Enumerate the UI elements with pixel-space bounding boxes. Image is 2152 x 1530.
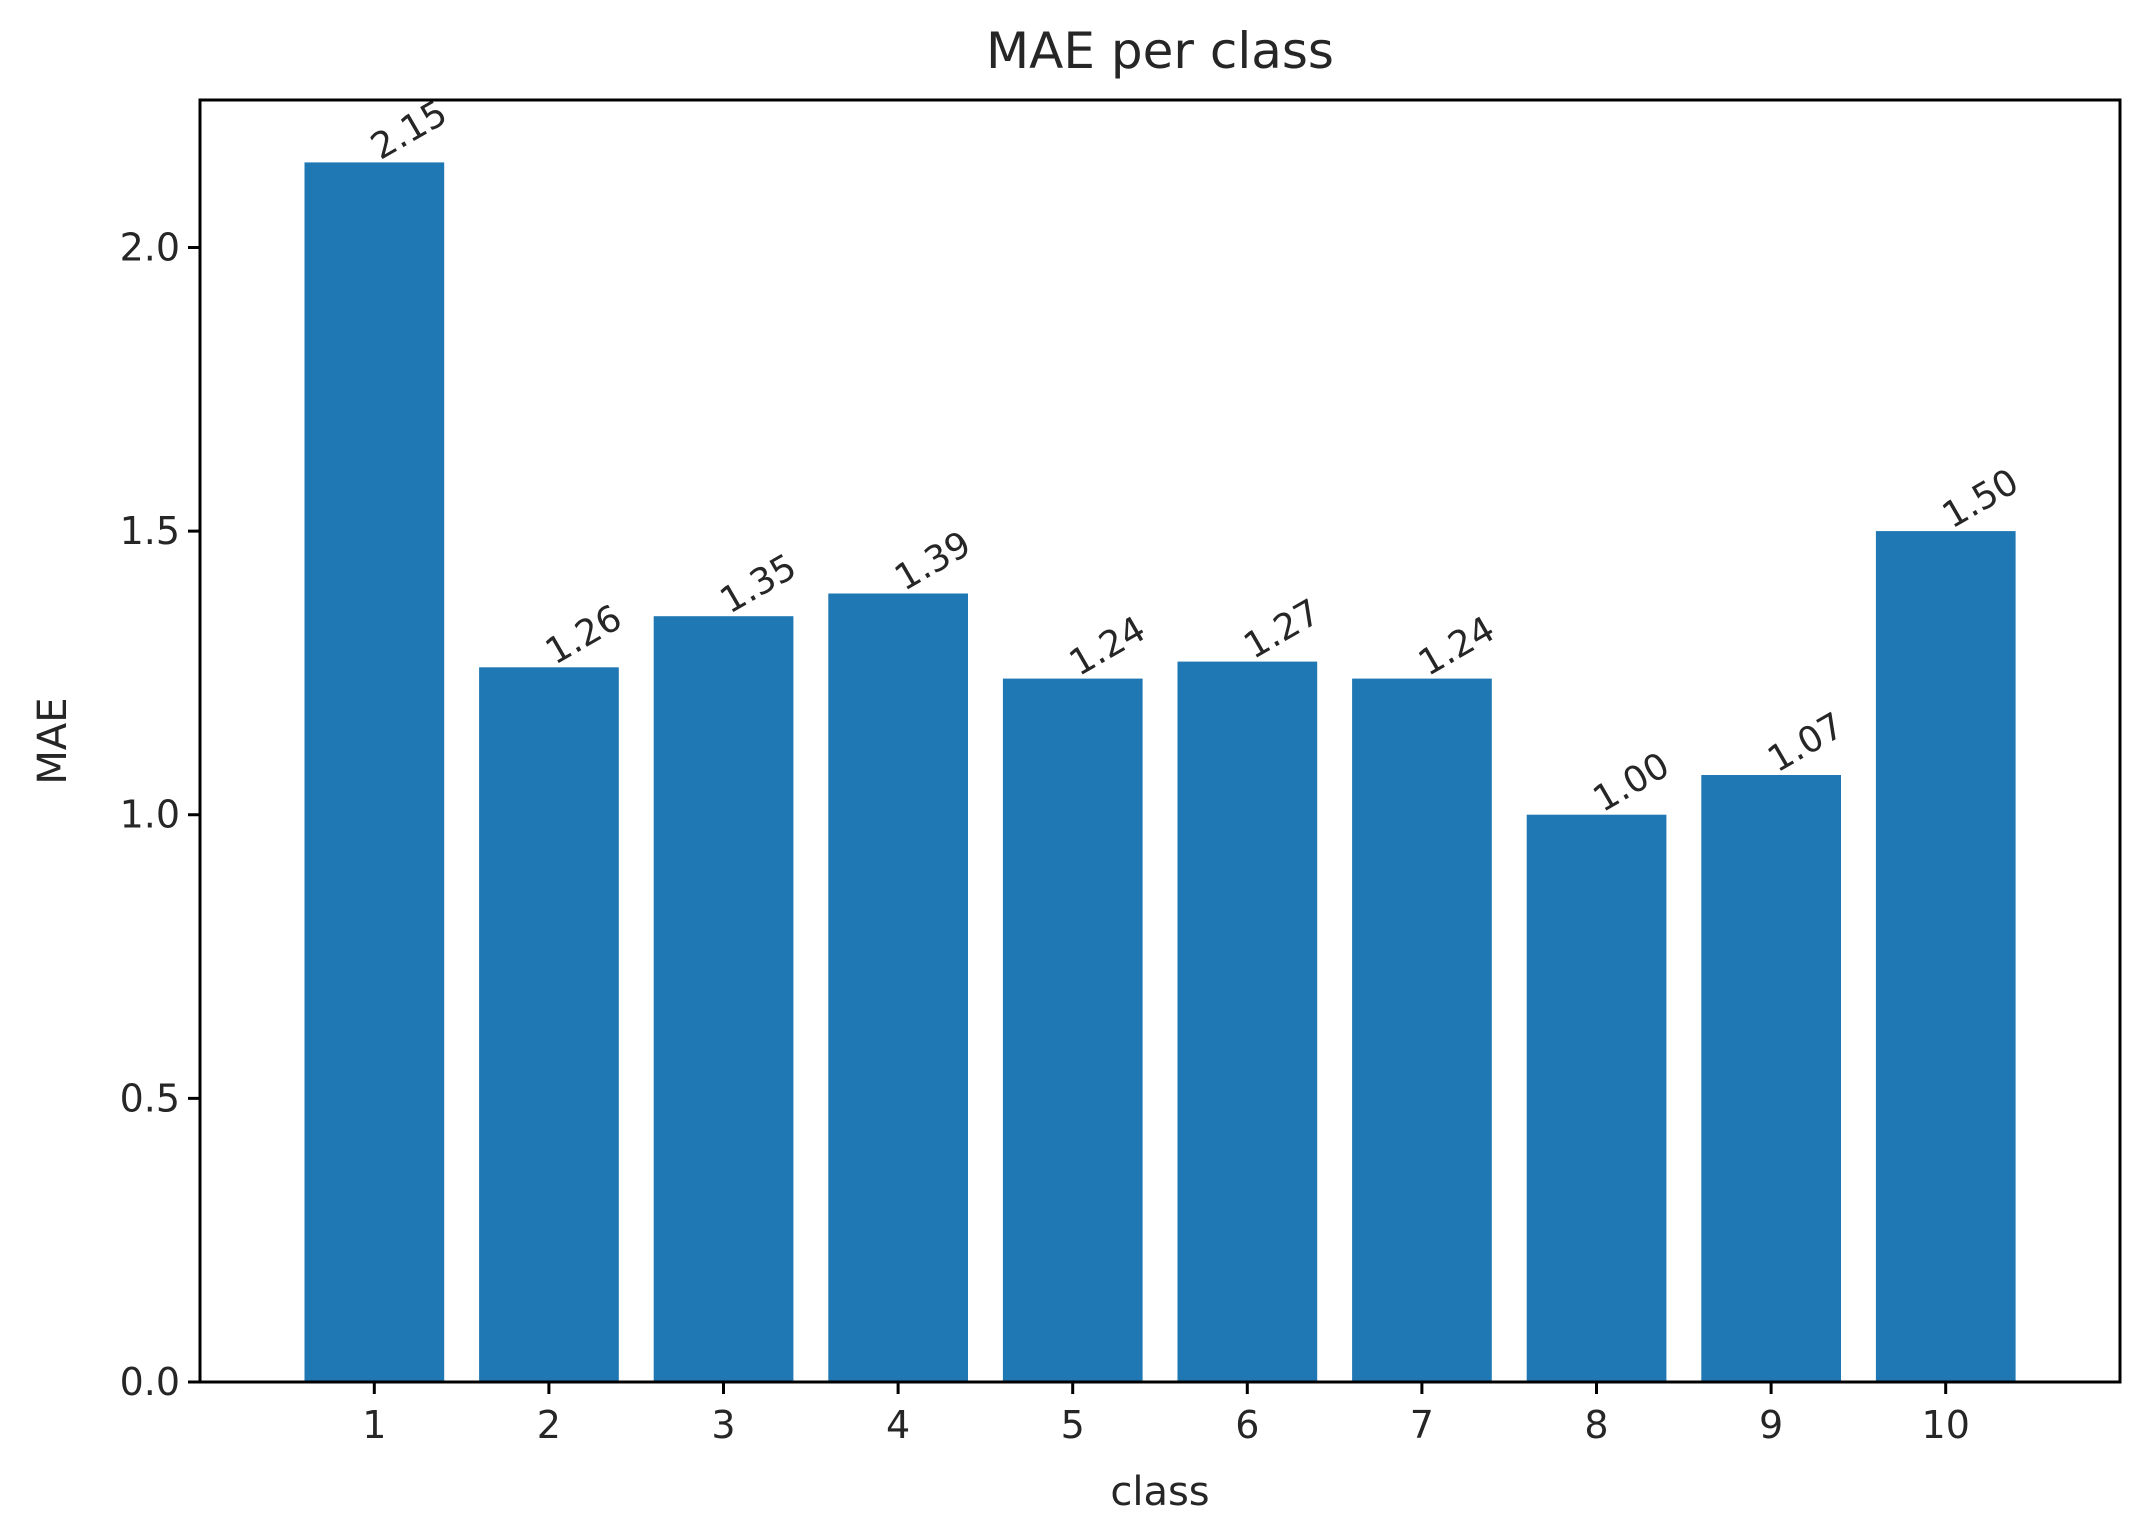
bar-class-1 (304, 162, 445, 1382)
y-axis-label: MAE (30, 697, 76, 784)
x-tick-label: 8 (1584, 1403, 1608, 1447)
x-tick-label: 1 (362, 1403, 386, 1447)
x-tick-label: 7 (1410, 1403, 1434, 1447)
x-tick-label: 9 (1759, 1403, 1783, 1447)
x-tick-label: 4 (886, 1403, 910, 1447)
bar-class-3 (653, 616, 794, 1382)
bar-class-8 (1526, 814, 1667, 1382)
y-tick-label: 1.5 (120, 509, 180, 553)
y-tick-label: 2.0 (120, 225, 180, 269)
bars-group (304, 162, 2016, 1382)
bar-class-10 (1875, 531, 2016, 1382)
bar-class-7 (1352, 678, 1492, 1382)
bar-class-6 (1177, 661, 1318, 1382)
x-tick-label: 3 (711, 1403, 735, 1447)
bar-class-4 (828, 593, 968, 1382)
bar-class-9 (1701, 775, 1841, 1382)
x-axis-label: class (1110, 1469, 1209, 1515)
x-tick-label: 6 (1235, 1403, 1259, 1447)
bar-class-5 (1002, 678, 1143, 1382)
x-tick-label: 5 (1061, 1403, 1085, 1447)
bar-class-2 (479, 667, 619, 1382)
ticks-group: 1 2 3 4 5 6 7 8 9 10 0.0 0.5 1.0 1.5 2.0 (120, 225, 1970, 1447)
y-tick-label: 0.5 (120, 1076, 180, 1120)
x-tick-label: 10 (1922, 1403, 1970, 1447)
chart-title: MAE per class (986, 22, 1334, 80)
y-tick-label: 0.0 (120, 1360, 180, 1404)
x-tick-label: 2 (537, 1403, 561, 1447)
y-tick-label: 1.0 (120, 793, 180, 837)
plot-frame (198, 98, 2122, 1384)
